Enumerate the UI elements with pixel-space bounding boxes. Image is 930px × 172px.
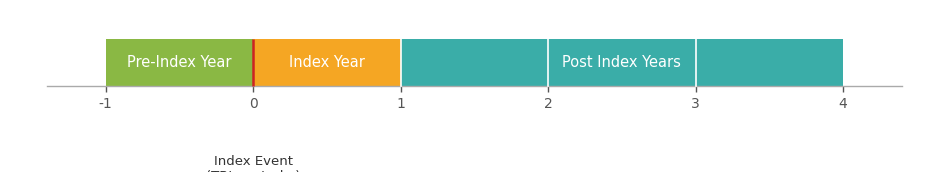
FancyBboxPatch shape xyxy=(105,39,253,87)
Text: Index Year: Index Year xyxy=(289,55,365,70)
FancyBboxPatch shape xyxy=(253,39,401,87)
FancyBboxPatch shape xyxy=(401,39,844,87)
Text: Index Event
(TBI or stroke): Index Event (TBI or stroke) xyxy=(206,155,300,172)
Text: Pre-Index Year: Pre-Index Year xyxy=(127,55,232,70)
Text: Post Index Years: Post Index Years xyxy=(563,55,682,70)
